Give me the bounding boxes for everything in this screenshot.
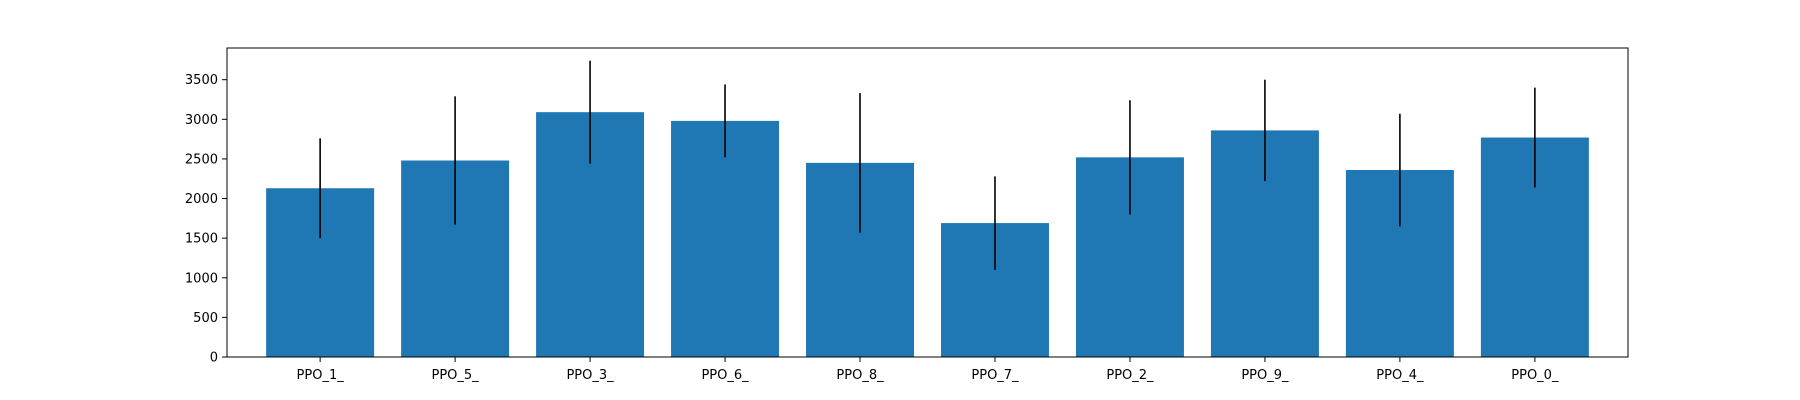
- x-tick-label: PPO_5_: [432, 368, 480, 383]
- x-tick-label: PPO_8_: [836, 368, 884, 383]
- plot-area-frame: [226, 47, 1629, 358]
- y-tick-label: 1000: [185, 271, 218, 286]
- x-tick-label: PPO_9_: [1241, 368, 1289, 383]
- error-bars-group: [319, 60, 1536, 270]
- y-axis: 0 500 1000 1500 2000 2500 3000 3500: [185, 73, 227, 366]
- y-tick-label: 3000: [185, 113, 218, 128]
- x-tick-label: PPO_3_: [566, 368, 614, 383]
- x-tick-label: PPO_1_: [297, 368, 345, 383]
- x-tick-label: PPO_4_: [1376, 368, 1424, 383]
- y-tick-label: 2500: [185, 152, 218, 167]
- y-tick-label: 500: [193, 311, 218, 326]
- x-tick-label: PPO_7_: [971, 368, 1019, 383]
- y-tick-label: 1500: [185, 232, 218, 247]
- y-tick-label: 3500: [185, 73, 218, 88]
- bars-group: [266, 112, 1589, 358]
- x-tick-label: PPO_6_: [701, 368, 749, 383]
- x-axis: PPO_1_ PPO_5_ PPO_3_ PPO_6_ PPO_8_ PPO_7_ PPO_…: [297, 357, 1559, 383]
- bar-ppo-6: [671, 120, 780, 358]
- x-tick-label: PPO_0_: [1511, 368, 1559, 383]
- x-tick-label: PPO_2_: [1106, 368, 1154, 383]
- y-tick-label: 2000: [185, 192, 218, 207]
- y-tick-label: 0: [210, 351, 218, 366]
